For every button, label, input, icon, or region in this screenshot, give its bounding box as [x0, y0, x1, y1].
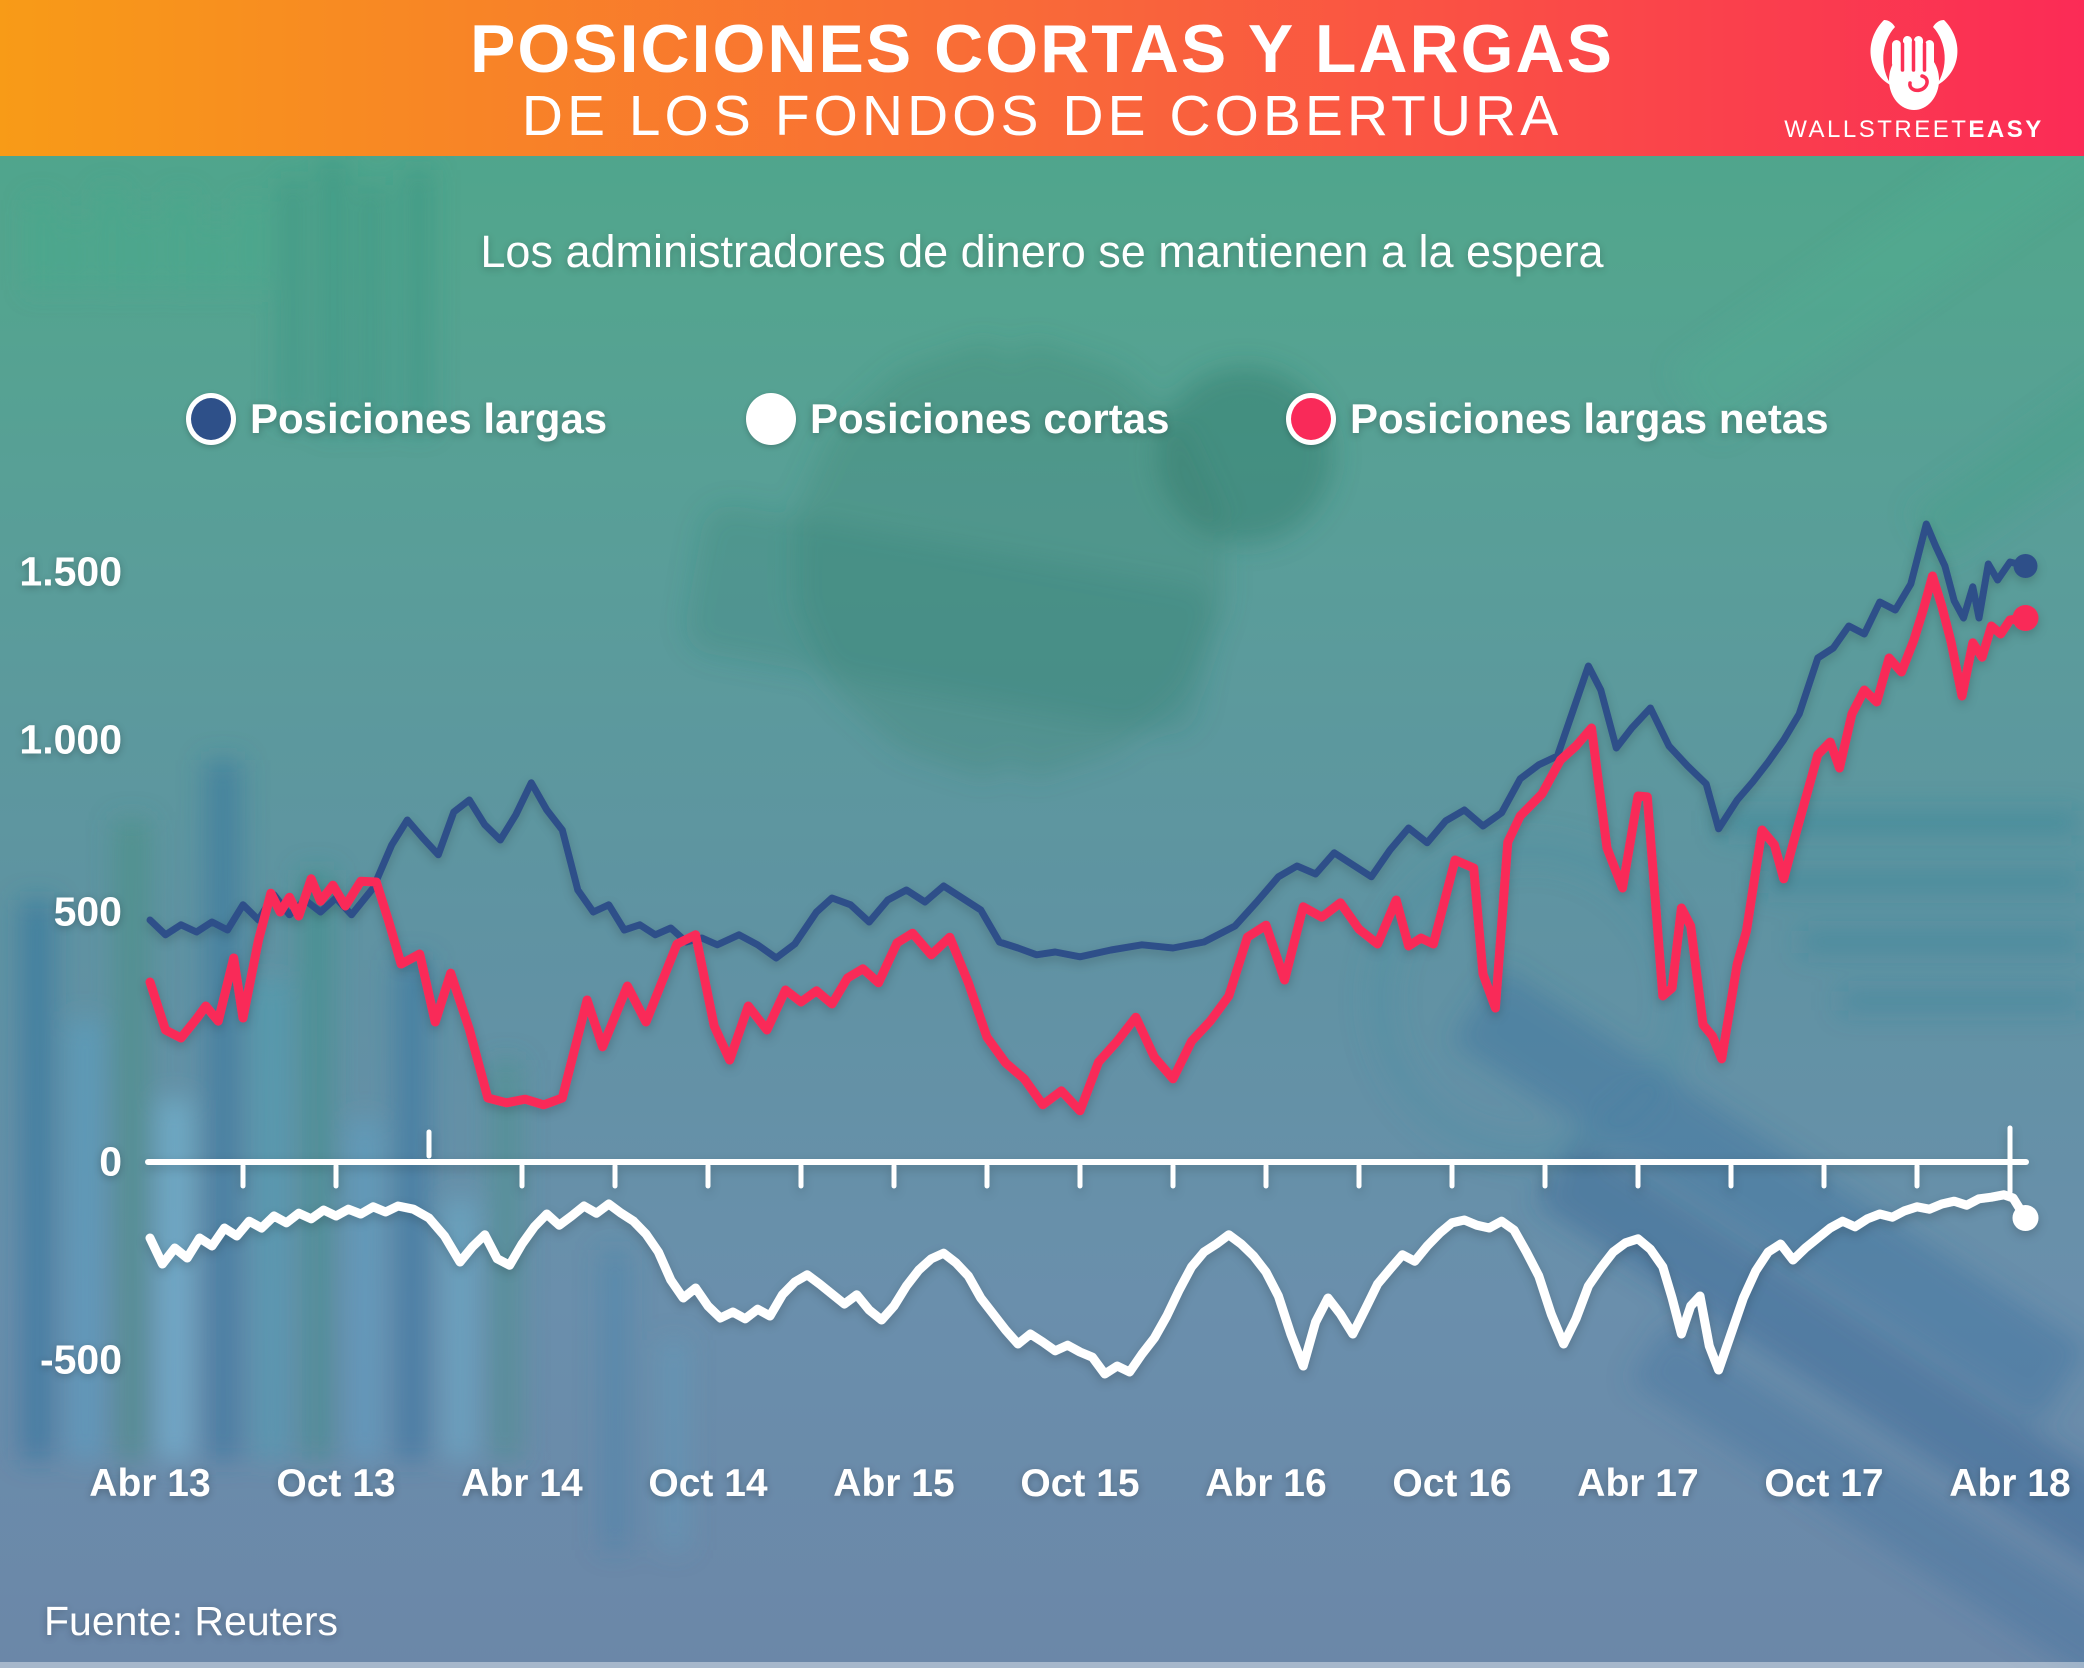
x-axis-label: Abr 16 [1205, 1462, 1327, 1505]
y-axis-label: -500 [39, 1336, 122, 1383]
series-end-dot-largas [2013, 554, 2038, 578]
brand-wordmark-light: WALLSTREET [1784, 116, 1969, 143]
series-line-cortas [145, 1190, 2030, 1379]
legend-label: Posiciones cortas [810, 395, 1170, 442]
x-axis-label: Oct 17 [1764, 1462, 1884, 1505]
header-banner: POSICIONES CORTAS Y LARGAS DE LOS FONDOS… [0, 0, 2084, 156]
x-axis-label: Abr 14 [461, 1462, 583, 1505]
legend-item-largas: Posiciones largas [186, 392, 607, 446]
brand-wordmark: WALLSTREETEASY [1784, 116, 2044, 144]
series-line-largas-netas [145, 571, 2030, 1116]
series-end-dot-cortas [2012, 1205, 2039, 1231]
legend-dot-cortas-icon [746, 393, 796, 445]
y-axis-label: 0 [99, 1138, 122, 1185]
x-axis-line [145, 1125, 2029, 1195]
page-title-line1: POSICIONES CORTAS Y LARGAS [470, 11, 1614, 87]
x-axis-label: Oct 13 [276, 1462, 396, 1505]
x-axis-label: Abr 15 [833, 1462, 955, 1505]
source-note: Fuente: Reuters [44, 1598, 338, 1644]
bull-fist-icon [1870, 20, 1958, 110]
chart-subtitle: Los administradores de dinero se mantien… [480, 226, 1604, 277]
y-axis-label: 1.500 [19, 548, 122, 595]
legend-dot-largas-netas-icon [1286, 393, 1336, 445]
legend-label: Posiciones largas [250, 395, 608, 442]
legend-dot-largas-icon [186, 393, 236, 445]
x-axis-label: Abr 13 [89, 1462, 211, 1505]
legend-item-cortas: Posiciones cortas [746, 392, 1169, 446]
y-axis-label: 500 [53, 888, 122, 935]
x-axis-label: Oct 14 [648, 1462, 768, 1505]
x-axis-label: Oct 16 [1392, 1462, 1512, 1505]
y-axis-label: 1.000 [19, 716, 122, 763]
page-title-line2: DE LOS FONDOS DE COBERTURA [521, 84, 1563, 148]
x-axis-label: Oct 15 [1020, 1462, 1140, 1505]
brand-logo: WALLSTREETEASY [1784, 18, 2044, 148]
legend-item-largas-netas: Posiciones largas netas [1286, 392, 1829, 446]
series-line-largas [146, 520, 2029, 962]
x-axis-label: Abr 18 [1949, 1462, 2071, 1505]
bottom-edge-strip [0, 1662, 2084, 1668]
brand-wordmark-bold: EASY [1968, 116, 2044, 143]
x-axis-label: Abr 17 [1577, 1462, 1699, 1505]
legend-label: Posiciones largas netas [1350, 395, 1829, 442]
series-end-dot-largas-netas [2012, 605, 2039, 631]
